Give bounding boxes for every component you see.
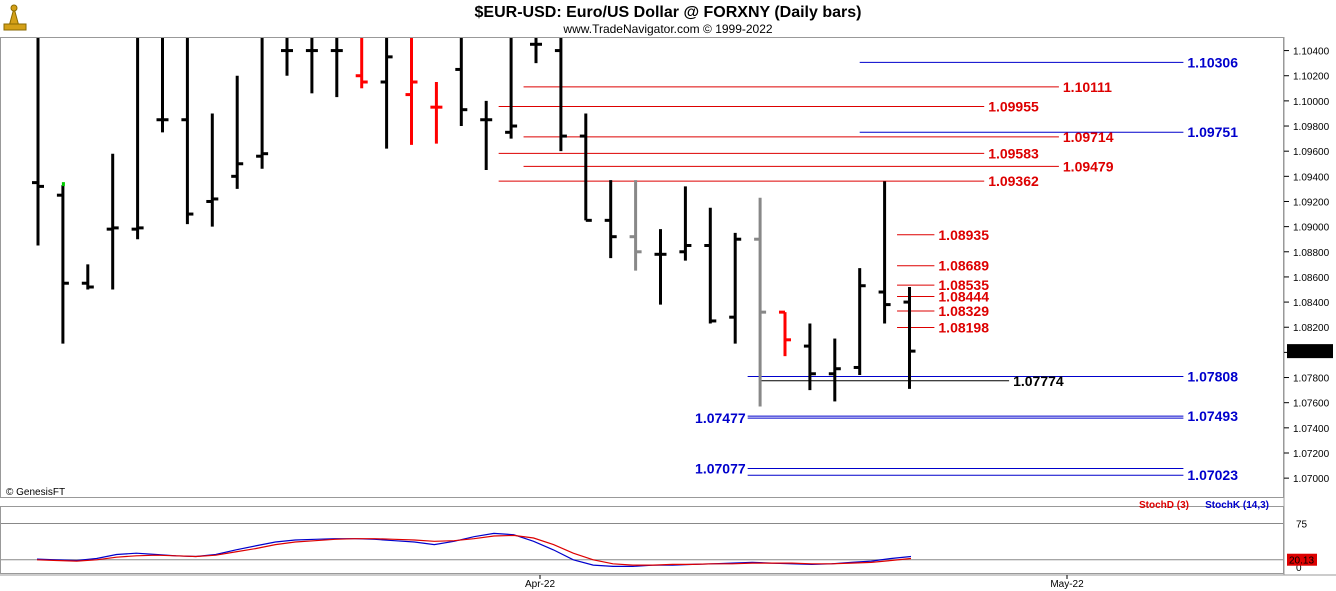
y-tick-label: 1.08400 <box>1293 298 1330 309</box>
stoch-y-tick-label: 75 <box>1296 520 1308 531</box>
y-tick-label: 1.10000 <box>1293 97 1330 108</box>
stoch-last-value-box <box>1287 553 1317 566</box>
bar-signal-mark <box>61 182 65 187</box>
x-tick-label: May-22 <box>1050 579 1084 590</box>
y-tick-label: 1.09600 <box>1293 147 1330 158</box>
level-label: 1.07023 <box>1187 467 1238 483</box>
level-label: 1.07808 <box>1187 369 1238 385</box>
y-tick-label: 1.09800 <box>1293 122 1330 133</box>
levels-layer: 1.10306 1.10111 1.09955 1.09751 1.09714 1.095… <box>498 54 1238 483</box>
y-tick-label: 1.07800 <box>1293 374 1330 385</box>
y-tick-label: 1.10200 <box>1293 72 1330 83</box>
level-label: 1.09479 <box>1063 158 1114 174</box>
stoch-legend-k: StochK (14,3) <box>1205 500 1269 511</box>
last-price-box <box>1287 344 1333 359</box>
y-tick-label: 1.09400 <box>1293 172 1330 183</box>
trade-navigator-logo-icon <box>3 4 27 31</box>
level-label: 1.07077 <box>695 460 746 476</box>
y-tick-label: 1.07400 <box>1293 424 1330 435</box>
level-label: 1.08535 <box>938 277 989 293</box>
stoch-panel-frame <box>0 506 1284 574</box>
price-y-axis: 1.10400 1.10200 1.10000 1.09800 1.09600 1.094… <box>1284 47 1330 485</box>
copyright-label: © GenesisFT <box>6 487 65 498</box>
y-tick-label: 1.09000 <box>1293 223 1330 234</box>
level-label: 1.10111 <box>1063 79 1112 95</box>
last-price-label: 1.08010 <box>1290 347 1327 358</box>
level-label: 1.08444 <box>938 289 989 305</box>
chart-subtitle: www.TradeNavigator.com © 1999-2022 <box>562 22 772 36</box>
y-tick-label: 1.07000 <box>1293 474 1330 485</box>
bars-layer <box>32 38 916 407</box>
stoch-legend-d: StochD (3) <box>1139 500 1189 511</box>
level-label: 1.08689 <box>938 258 989 274</box>
y-tick-label: 1.08600 <box>1293 273 1330 284</box>
stochastic-layer: StochD (3) StochK (14,3) 75 020.13 <box>1 500 1317 574</box>
y-tick-label: 1.09200 <box>1293 197 1330 208</box>
stoch-series-line <box>36 534 912 566</box>
level-label: 1.09955 <box>988 99 1039 115</box>
date-x-axis: Apr-22 May-22 <box>525 575 1084 590</box>
y-tick-label: 1.07600 <box>1293 399 1330 410</box>
y-tick-label: 1.10400 <box>1293 47 1330 58</box>
y-tick-label: 1.08200 <box>1293 323 1330 334</box>
level-label: 1.07477 <box>695 410 746 426</box>
last-price-marker: 1.08010 <box>1287 344 1333 359</box>
chart-title: $EUR-USD: Euro/US Dollar @ FORXNY (Daily… <box>475 4 862 21</box>
level-label: 1.08935 <box>938 227 989 243</box>
level-label: 1.09362 <box>988 173 1039 189</box>
stoch-y-tick-label: 0 <box>1296 563 1302 574</box>
level-label: 1.09751 <box>1187 124 1238 140</box>
y-tick-label: 1.08800 <box>1293 248 1330 259</box>
level-label: 1.08198 <box>938 319 989 335</box>
level-label: 1.10306 <box>1187 54 1238 70</box>
level-label: 1.07774 <box>1013 373 1064 389</box>
stoch-last-value-label: 20.13 <box>1289 556 1314 567</box>
level-label: 1.09714 <box>1063 129 1114 145</box>
level-label: 1.07493 <box>1187 408 1238 424</box>
level-label: 1.09583 <box>988 145 1039 161</box>
y-tick-label: 1.07200 <box>1293 449 1330 460</box>
level-label: 1.08329 <box>938 303 989 319</box>
x-tick-label: Apr-22 <box>525 579 555 590</box>
